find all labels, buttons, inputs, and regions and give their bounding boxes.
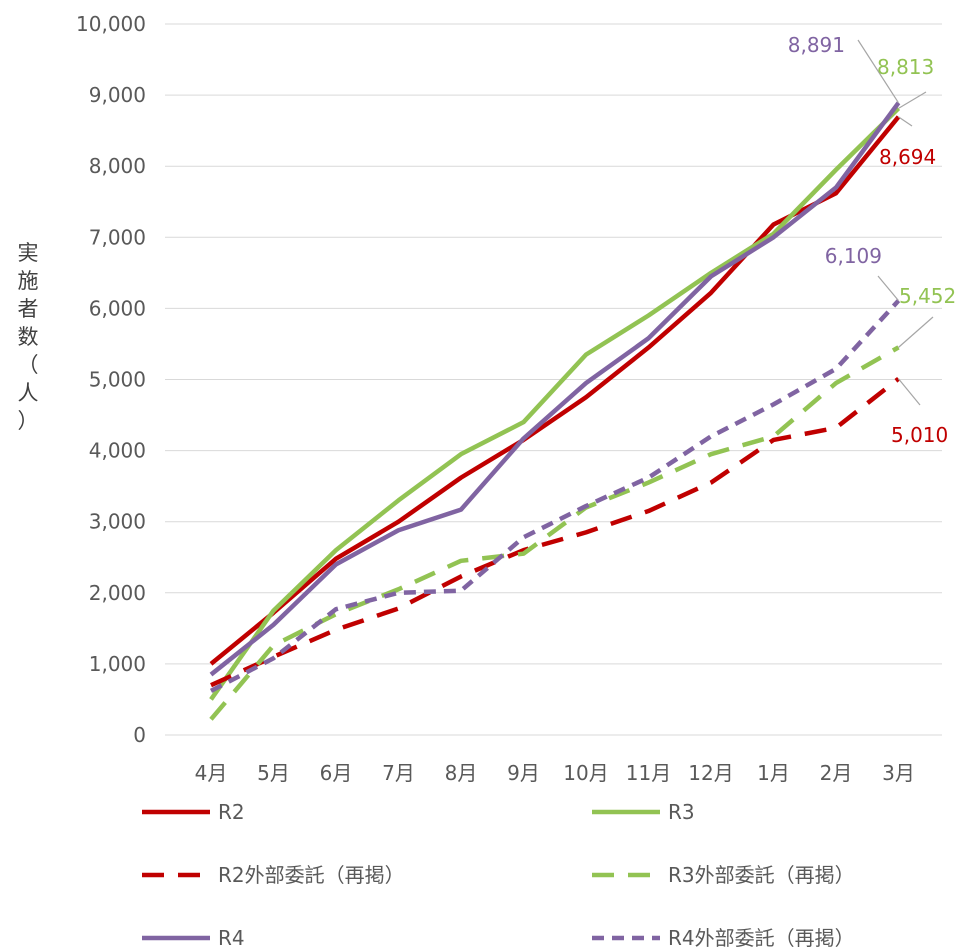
- x-tick-label: 2月: [820, 761, 853, 785]
- x-tick-label: 11月: [626, 761, 671, 785]
- data-label: 8,813: [877, 55, 934, 79]
- legend-item: R3外部委託（再掲）: [592, 863, 855, 887]
- y-tick-label: 0: [133, 723, 146, 747]
- x-tick-label: 9月: [507, 761, 540, 785]
- data-label: 5,010: [891, 423, 948, 447]
- data-label-leader: [857, 39, 900, 104]
- x-tick-label: 6月: [320, 761, 353, 785]
- legend-label: R3: [668, 800, 695, 824]
- legend-item: R2: [142, 800, 245, 824]
- y-tick-label: 3,000: [89, 510, 146, 534]
- legend-label: R2: [218, 800, 245, 824]
- y-axis-label-char: （: [18, 353, 39, 377]
- data-label: 6,109: [825, 244, 882, 268]
- x-tick-label: 7月: [382, 761, 415, 785]
- series-line: [209, 345, 900, 721]
- y-tick-label: 5,000: [89, 368, 146, 392]
- legend-item: R2外部委託（再掲）: [142, 863, 405, 887]
- x-axis-ticks: 4月 5月 6月 7月 8月 9月 10月 11月 12月 1月 2月 3月: [195, 761, 915, 785]
- x-tick-label: 8月: [445, 761, 478, 785]
- series-line: [209, 106, 901, 701]
- x-tick-label: 3月: [882, 761, 915, 785]
- legend: R2 R3 R2外部委託（再掲） R3外部委託（再掲） R4 R4外部委託（再掲）: [142, 800, 855, 949]
- y-axis-label-char: 人: [18, 381, 39, 405]
- data-label-leader: [898, 378, 921, 406]
- y-axis-label-char: ）: [18, 409, 39, 433]
- series-line: [209, 101, 901, 677]
- y-tick-label: 9,000: [89, 83, 146, 107]
- y-axis-label-char: 実: [18, 241, 39, 265]
- y-tick-label: 7,000: [89, 225, 146, 249]
- y-tick-label: 2,000: [89, 581, 146, 605]
- y-tick-label: 1,000: [89, 652, 146, 676]
- y-axis-label: 実施者数 （ 人 ）: [18, 241, 39, 433]
- y-tick-label: 10,000: [76, 12, 146, 36]
- legend-label: R2外部委託（再掲）: [218, 863, 405, 887]
- x-tick-label: 12月: [688, 761, 733, 785]
- x-tick-label: 5月: [257, 761, 290, 785]
- legend-item: R4外部委託（再掲）: [592, 926, 855, 949]
- y-axis-ticks: 0 1,000 2,000 3,000 4,000 5,000 6,000 7,000 8,00…: [76, 12, 146, 747]
- legend-label: R4外部委託（再掲）: [668, 926, 855, 949]
- series-line: [210, 377, 900, 688]
- data-label: 5,452: [899, 284, 956, 308]
- series-line: [209, 299, 901, 693]
- x-tick-label: 4月: [195, 761, 228, 785]
- x-tick-label: 1月: [757, 761, 790, 785]
- gridlines: [165, 23, 942, 736]
- legend-item: R3: [592, 800, 695, 824]
- x-tick-label: 10月: [563, 761, 608, 785]
- y-axis-label-char: 数: [18, 325, 39, 349]
- data-label-leader: [898, 116, 913, 127]
- y-tick-label: 4,000: [89, 439, 146, 463]
- data-label-leader: [898, 91, 927, 109]
- y-axis-label-char: 施: [18, 269, 39, 293]
- y-axis-label-char: 者: [18, 297, 39, 321]
- legend-label: R3外部委託（再掲）: [668, 863, 855, 887]
- data-label: 8,891: [788, 33, 845, 57]
- legend-item: R4: [142, 926, 245, 949]
- series-line: [209, 115, 901, 666]
- series-lines: [209, 101, 901, 721]
- data-label-leader: [877, 275, 899, 302]
- legend-label: R4: [218, 926, 245, 949]
- y-tick-label: 8,000: [89, 154, 146, 178]
- y-tick-label: 6,000: [89, 296, 146, 320]
- data-label: 8,694: [879, 145, 936, 169]
- data-label-leader: [898, 316, 934, 348]
- data-labels: 8,891 8,813 8,694 6,109 5,452 5,010: [788, 33, 957, 447]
